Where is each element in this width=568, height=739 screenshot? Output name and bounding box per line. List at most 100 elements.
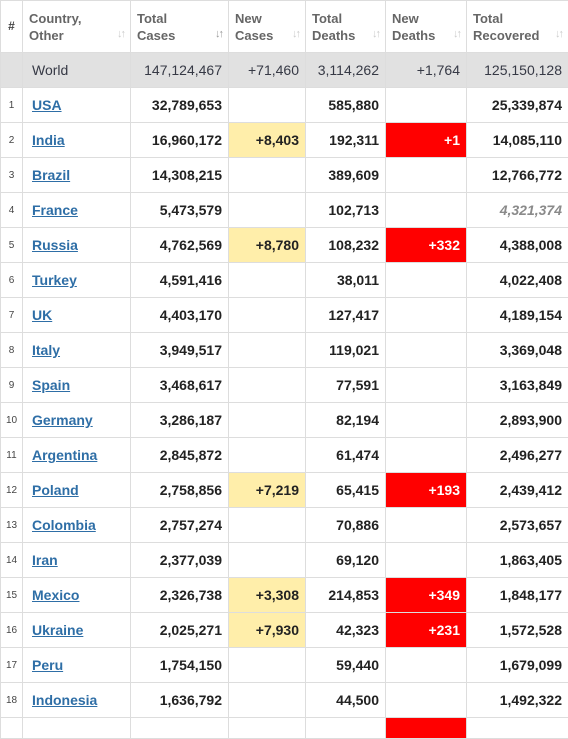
new-deaths-cell <box>386 648 467 683</box>
world-total-recovered: 125,150,128 <box>467 53 568 88</box>
new-cases-cell: +8,403 <box>229 123 306 158</box>
country-link[interactable]: Russia <box>32 237 78 253</box>
table-row: 17 Peru 1,754,150 59,440 1,679,099 <box>1 648 568 683</box>
world-row: World 147,124,467 +71,460 3,114,262 +1,7… <box>1 53 568 88</box>
empty-cell <box>131 718 229 739</box>
empty-cell <box>306 718 386 739</box>
header-new-cases[interactable]: New Cases ↓↑ <box>229 1 306 53</box>
empty-cell <box>23 718 131 739</box>
country-link[interactable]: Poland <box>32 482 79 498</box>
country-link[interactable]: UK <box>32 307 52 323</box>
country-link[interactable]: France <box>32 202 78 218</box>
country-link[interactable]: Mexico <box>32 587 79 603</box>
total-cases-cell: 4,403,170 <box>131 298 229 333</box>
total-recovered-cell: 3,163,849 <box>467 368 568 403</box>
total-deaths-cell: 70,886 <box>306 508 386 543</box>
new-cases-cell <box>229 88 306 123</box>
total-recovered-cell: 2,573,657 <box>467 508 568 543</box>
country-link[interactable]: Italy <box>32 342 60 358</box>
country-link[interactable]: Turkey <box>32 272 77 288</box>
total-deaths-cell: 108,232 <box>306 228 386 263</box>
rank-cell: 13 <box>1 508 23 543</box>
total-cases-cell: 2,326,738 <box>131 578 229 613</box>
rank-cell: 11 <box>1 438 23 473</box>
country-link[interactable]: Argentina <box>32 447 97 463</box>
rank-cell: 18 <box>1 683 23 718</box>
country-link[interactable]: Peru <box>32 657 63 673</box>
new-cases-cell <box>229 648 306 683</box>
header-total-cases[interactable]: Total Cases ↓↑ <box>131 1 229 53</box>
new-deaths-cell <box>386 263 467 298</box>
sort-icon[interactable]: ↓↑ <box>117 26 124 43</box>
country-link[interactable]: USA <box>32 97 62 113</box>
empty-cell <box>386 718 467 739</box>
total-recovered-cell: 2,496,277 <box>467 438 568 473</box>
empty-cell <box>229 718 306 739</box>
header-country[interactable]: Country, Other ↓↑ <box>23 1 131 53</box>
new-cases-cell <box>229 368 306 403</box>
header-total-recovered-label: Total Recovered <box>473 10 562 44</box>
country-cell: Argentina <box>23 438 131 473</box>
total-deaths-cell: 38,011 <box>306 263 386 298</box>
header-total-deaths[interactable]: Total Deaths ↓↑ <box>306 1 386 53</box>
country-cell: UK <box>23 298 131 333</box>
total-deaths-cell: 102,713 <box>306 193 386 228</box>
country-link[interactable]: India <box>32 132 65 148</box>
new-cases-cell <box>229 193 306 228</box>
total-recovered-cell: 4,388,008 <box>467 228 568 263</box>
country-cell: Germany <box>23 403 131 438</box>
total-recovered-cell: 4,321,374 <box>467 193 568 228</box>
country-link[interactable]: Spain <box>32 377 70 393</box>
rank-cell: 10 <box>1 403 23 438</box>
country-link[interactable]: Colombia <box>32 517 96 533</box>
sort-desc-icon[interactable]: ↓↑ <box>215 26 222 43</box>
country-cell: India <box>23 123 131 158</box>
total-deaths-cell: 119,021 <box>306 333 386 368</box>
table-row: 13 Colombia 2,757,274 70,886 2,573,657 <box>1 508 568 543</box>
new-cases-cell <box>229 508 306 543</box>
total-cases-cell: 1,636,792 <box>131 683 229 718</box>
total-deaths-cell: 42,323 <box>306 613 386 648</box>
new-cases-cell: +3,308 <box>229 578 306 613</box>
sort-icon[interactable]: ↓↑ <box>555 26 562 43</box>
country-link[interactable]: Iran <box>32 552 58 568</box>
total-cases-cell: 4,762,569 <box>131 228 229 263</box>
total-deaths-cell: 214,853 <box>306 578 386 613</box>
total-deaths-cell: 65,415 <box>306 473 386 508</box>
header-new-deaths[interactable]: New Deaths ↓↑ <box>386 1 467 53</box>
country-link[interactable]: Ukraine <box>32 622 83 638</box>
header-total-deaths-label: Total Deaths <box>312 10 379 44</box>
empty-cell <box>467 718 568 739</box>
country-link[interactable]: Brazil <box>32 167 70 183</box>
sort-icon[interactable]: ↓↑ <box>292 26 299 43</box>
total-deaths-cell: 69,120 <box>306 543 386 578</box>
new-deaths-cell <box>386 438 467 473</box>
world-total-deaths: 3,114,262 <box>306 53 386 88</box>
total-cases-cell: 3,286,187 <box>131 403 229 438</box>
country-cell: Russia <box>23 228 131 263</box>
rank-cell: 16 <box>1 613 23 648</box>
total-deaths-cell: 82,194 <box>306 403 386 438</box>
sort-icon[interactable]: ↓↑ <box>453 26 460 43</box>
new-cases-cell: +8,780 <box>229 228 306 263</box>
total-recovered-cell: 1,848,177 <box>467 578 568 613</box>
total-deaths-cell: 59,440 <box>306 648 386 683</box>
country-link[interactable]: Germany <box>32 412 93 428</box>
total-recovered-cell: 1,679,099 <box>467 648 568 683</box>
new-deaths-cell <box>386 508 467 543</box>
new-deaths-cell <box>386 368 467 403</box>
total-cases-cell: 2,757,274 <box>131 508 229 543</box>
rank-cell: 14 <box>1 543 23 578</box>
total-cases-cell: 1,754,150 <box>131 648 229 683</box>
rank-cell: 17 <box>1 648 23 683</box>
sort-icon[interactable]: ↓↑ <box>372 26 379 43</box>
country-cell: Indonesia <box>23 683 131 718</box>
header-total-recovered[interactable]: Total Recovered ↓↑ <box>467 1 568 53</box>
country-link[interactable]: Indonesia <box>32 692 97 708</box>
total-deaths-cell: 585,880 <box>306 88 386 123</box>
